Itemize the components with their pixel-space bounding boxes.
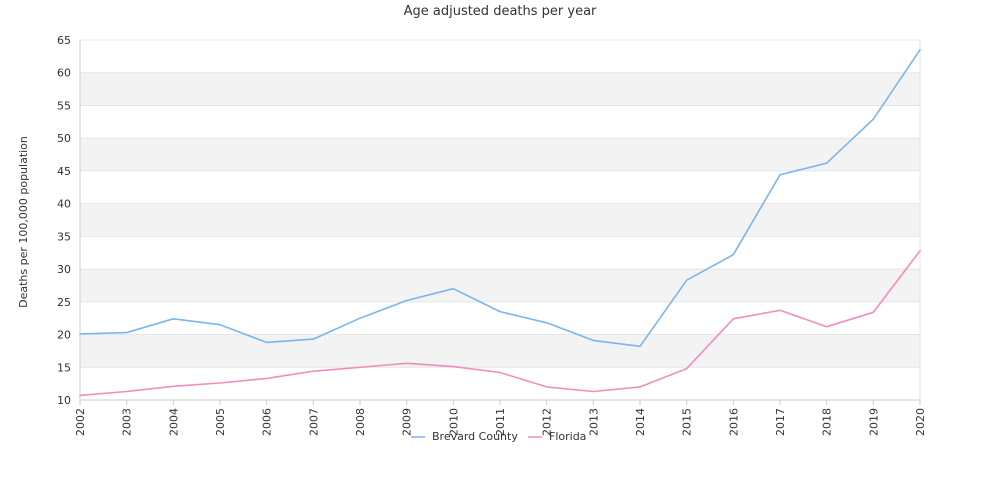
y-tick-label: 30 — [57, 263, 71, 276]
x-tick-label: 2012 — [541, 408, 554, 436]
x-tick-label: 2015 — [681, 408, 694, 436]
x-tick-label: 2019 — [867, 408, 880, 436]
y-tick-label: 20 — [57, 329, 71, 342]
x-axis-ticks: 2002 2003 2004 2005 2006 2007 2008 2009 2010 2011… — [74, 400, 927, 436]
y-tick-label: 40 — [57, 198, 71, 211]
y-tick-label: 60 — [57, 67, 71, 80]
x-tick-label: 2018 — [821, 408, 834, 436]
grid-lines — [80, 39, 920, 401]
y-axis-ticks: 10 15 20 25 30 35 40 45 50 55 60 65 — [57, 34, 71, 407]
x-tick-label: 2014 — [634, 408, 647, 436]
y-tick-label: 65 — [57, 34, 71, 47]
y-axis-label: Deaths per 100,000 population — [17, 136, 30, 308]
x-tick-label: 2016 — [727, 408, 740, 436]
y-tick-label: 55 — [57, 99, 71, 112]
grid-band — [80, 203, 920, 237]
grid-band — [80, 138, 920, 171]
series-lines — [79, 48, 921, 397]
y-tick-label: 50 — [57, 132, 71, 145]
x-tick-label: 2002 — [74, 408, 87, 436]
x-tick-label: 2008 — [354, 408, 367, 436]
x-tick-label: 2013 — [587, 408, 600, 436]
grid-bands — [80, 72, 920, 368]
x-tick-label: 2009 — [401, 408, 414, 436]
y-tick-label: 10 — [57, 394, 71, 407]
legend: Brevard County Florida — [411, 430, 586, 443]
x-tick-label: 2004 — [167, 408, 180, 436]
grid-band — [80, 269, 920, 302]
y-tick-label: 45 — [57, 165, 71, 178]
x-tick-label: 2006 — [261, 408, 274, 436]
x-tick-label: 2010 — [447, 408, 460, 436]
x-tick-label: 2017 — [774, 408, 787, 436]
legend-item-florida[interactable]: Florida — [528, 430, 586, 443]
grid-band — [80, 72, 920, 106]
x-tick-label: 2005 — [214, 408, 227, 436]
x-tick-label: 2011 — [494, 408, 507, 436]
legend-item-brevard-county[interactable]: Brevard County — [411, 430, 518, 443]
x-tick-label: 2003 — [121, 408, 134, 436]
x-tick-label: 2020 — [914, 408, 927, 436]
y-tick-label: 15 — [57, 361, 71, 374]
legend-label-brevard-county: Brevard County — [432, 430, 518, 443]
series-line-florida[interactable] — [79, 250, 921, 397]
chart-title: Age adjusted deaths per year — [404, 4, 597, 19]
y-tick-label: 35 — [57, 230, 71, 243]
legend-label-florida: Florida — [549, 430, 586, 443]
x-tick-label: 2007 — [307, 408, 320, 436]
grid-band — [80, 334, 920, 368]
y-tick-label: 25 — [57, 296, 71, 309]
series-line-brevard-county[interactable] — [79, 48, 921, 348]
